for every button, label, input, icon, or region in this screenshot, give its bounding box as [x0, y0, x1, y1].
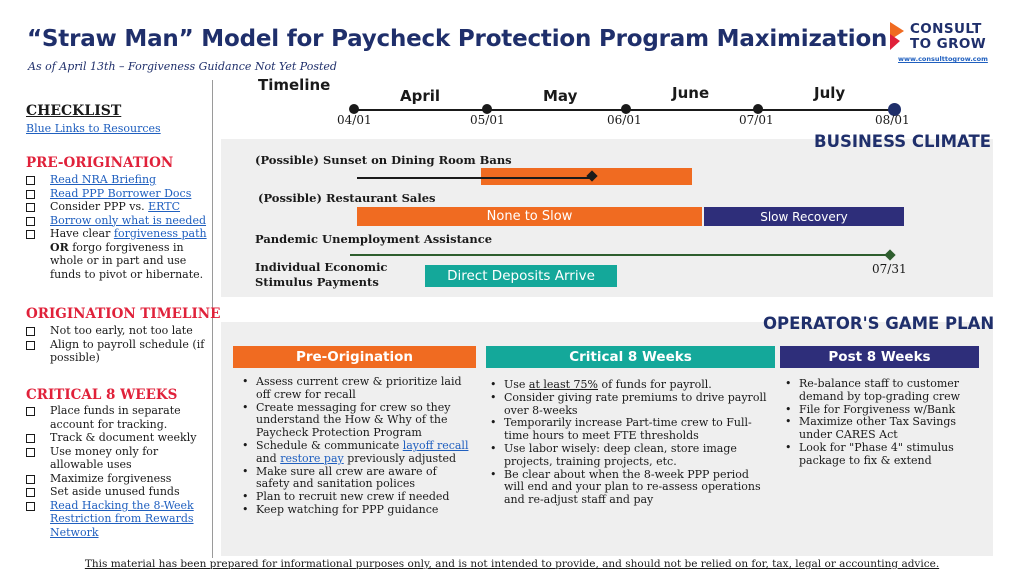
list-item: Re-balance staff to customer demand by t… — [781, 377, 981, 404]
list-item: Temporarily increase Part-time crew to F… — [486, 417, 772, 443]
checkbox-icon[interactable] — [26, 230, 35, 239]
timeline-marker — [482, 104, 492, 114]
logo-url-link[interactable]: www.consulttogrow.com — [898, 55, 988, 63]
checkbox-icon[interactable] — [26, 488, 35, 497]
list-item: Be clear about when the 8-week PPP perio… — [486, 468, 772, 507]
month-label: April — [400, 87, 441, 105]
restore-pay-link[interactable]: restore pay — [280, 451, 344, 465]
list-item: Maximize other Tax Savings under CARES A… — [781, 416, 981, 442]
critical-8-weeks-checklist: Place funds in separate account for trac… — [26, 404, 212, 539]
post-8-weeks-column-header: Post 8 Weeks — [780, 346, 979, 368]
checkbox-icon[interactable] — [26, 203, 35, 212]
pua-end-date: 07/31 — [872, 262, 907, 276]
timeline-date: 06/01 — [607, 113, 642, 127]
list-item: Create messaging for crew so they unders… — [238, 401, 470, 440]
checklist-item[interactable]: Maximize forgiveness — [26, 472, 212, 486]
checkbox-icon[interactable] — [26, 340, 35, 350]
list-item: Use at least 75% of funds for payroll. — [486, 378, 772, 392]
resources-link[interactable]: Blue Links to Resources — [26, 122, 161, 135]
pua-label: Pandemic Unemployment Assistance — [255, 232, 493, 246]
business-climate-heading: BUSINESS CLIMATE — [814, 132, 992, 151]
month-label: July — [814, 84, 846, 102]
critical-8-weeks-column-header: Critical 8 Weeks — [486, 346, 775, 368]
checklist-heading: CHECKLIST — [26, 103, 122, 119]
origination-timeline-checklist: Not too early, not too late Align to pay… — [26, 324, 212, 365]
pua-line — [350, 254, 890, 256]
none-to-slow-bar: None to Slow — [357, 207, 702, 226]
checklist-item[interactable]: Not too early, not too late — [26, 324, 212, 338]
checklist-item[interactable]: Use money only for allowable uses — [26, 445, 212, 472]
list-item: File for Forgiveness w/Bank — [781, 403, 981, 417]
page-title: “Straw Man” Model for Paycheck Protectio… — [27, 26, 888, 52]
list-item: Keep watching for PPP guidance — [238, 503, 470, 517]
timeline-date: 07/01 — [739, 113, 774, 127]
month-label: June — [672, 84, 710, 102]
sunset-line — [357, 177, 593, 179]
checklist-item[interactable]: Track & document weekly — [26, 431, 212, 445]
layoff-recall-link[interactable]: layoff recall — [402, 438, 469, 452]
checklist-item[interactable]: Read Hacking the 8-Week Restriction from… — [26, 499, 212, 540]
checkbox-icon[interactable] — [26, 189, 35, 199]
checklist-item[interactable]: Have clear forgiveness path OR forgo forg… — [26, 227, 212, 281]
checklist-item[interactable]: Place funds in separate account for trac… — [26, 404, 212, 431]
timeline-marker — [888, 103, 901, 116]
logo-mark-icon — [890, 22, 904, 50]
checkbox-icon[interactable] — [26, 501, 35, 511]
timeline-marker — [621, 104, 631, 114]
restaurant-sales-label: (Possible) Restaurant Sales — [258, 191, 436, 205]
origination-timeline-heading: ORIGINATION TIMELINE — [26, 306, 221, 322]
list-item: Plan to recruit new crew if needed — [238, 490, 470, 504]
checkbox-icon[interactable] — [26, 407, 35, 416]
checkbox-icon[interactable] — [26, 176, 35, 185]
list-item: Make sure all crew are aware of safety a… — [238, 465, 470, 492]
timeline-marker — [349, 104, 359, 114]
critical-8-weeks-heading: CRITICAL 8 WEEKS — [26, 387, 178, 403]
slow-recovery-bar: Slow Recovery — [704, 207, 904, 226]
list-item: Look for "Phase 4" stimulus package to f… — [781, 441, 981, 468]
timeline-date: 08/01 — [875, 113, 910, 127]
checkbox-icon[interactable] — [26, 327, 35, 336]
pre-origination-heading: PRE-ORIGINATION — [26, 155, 174, 171]
page-subtitle: As of April 13th – Forgiveness Guidance … — [28, 60, 337, 73]
checkbox-icon[interactable] — [26, 474, 35, 484]
timeline-date: 04/01 — [337, 113, 372, 127]
sunset-label: (Possible) Sunset on Dining Room Bans — [255, 153, 512, 167]
stimulus-label: Individual Economic Stimulus Payments — [255, 260, 388, 289]
direct-deposits-bar: Direct Deposits Arrive — [425, 265, 617, 287]
column-divider — [212, 80, 213, 558]
checklist-item[interactable]: Borrow only what is needed — [26, 214, 212, 228]
checklist-item[interactable]: Align to payroll schedule (if possible) — [26, 338, 212, 365]
logo-line-1: CONSULT — [910, 21, 982, 37]
checklist-item[interactable]: Consider PPP vs. ERTC — [26, 200, 212, 214]
pre-origination-list: Assess current crew & prioritize laid of… — [238, 375, 470, 517]
checklist-item[interactable]: Set aside unused funds — [26, 485, 212, 499]
disclaimer: This material has been prepared for info… — [84, 558, 940, 570]
list-item: Use labor wisely: deep clean, store imag… — [486, 442, 772, 469]
logo-line-2: TO GROW — [910, 36, 987, 52]
month-label: May — [543, 87, 578, 105]
timeline-title: Timeline — [258, 76, 331, 94]
checkbox-icon[interactable] — [26, 434, 35, 443]
list-item: Schedule & communicate layoff recall and… — [238, 438, 470, 466]
pre-origination-checklist: Read NRA Briefing Read PPP Borrower Docs… — [26, 173, 212, 281]
list-item: Assess current crew & prioritize laid of… — [238, 375, 470, 402]
timeline-date: 05/01 — [470, 113, 505, 127]
critical-8-weeks-list: Use at least 75% of funds for payroll. C… — [486, 378, 772, 507]
timeline-marker — [753, 104, 763, 114]
game-plan-heading: OPERATOR'S GAME PLAN — [763, 314, 995, 333]
consult-to-grow-logo[interactable]: CONSULT TO GROW www.consulttogrow.com — [888, 22, 998, 66]
pre-origination-column-header: Pre-Origination — [233, 346, 476, 368]
post-8-weeks-list: Re-balance staff to customer demand by t… — [781, 377, 981, 468]
checkbox-icon[interactable] — [26, 216, 35, 226]
list-item: Consider giving rate premiums to drive p… — [486, 391, 772, 418]
checklist-item[interactable]: Read PPP Borrower Docs — [26, 187, 212, 201]
checklist-item[interactable]: Read NRA Briefing — [26, 173, 212, 187]
checkbox-icon[interactable] — [26, 447, 35, 457]
